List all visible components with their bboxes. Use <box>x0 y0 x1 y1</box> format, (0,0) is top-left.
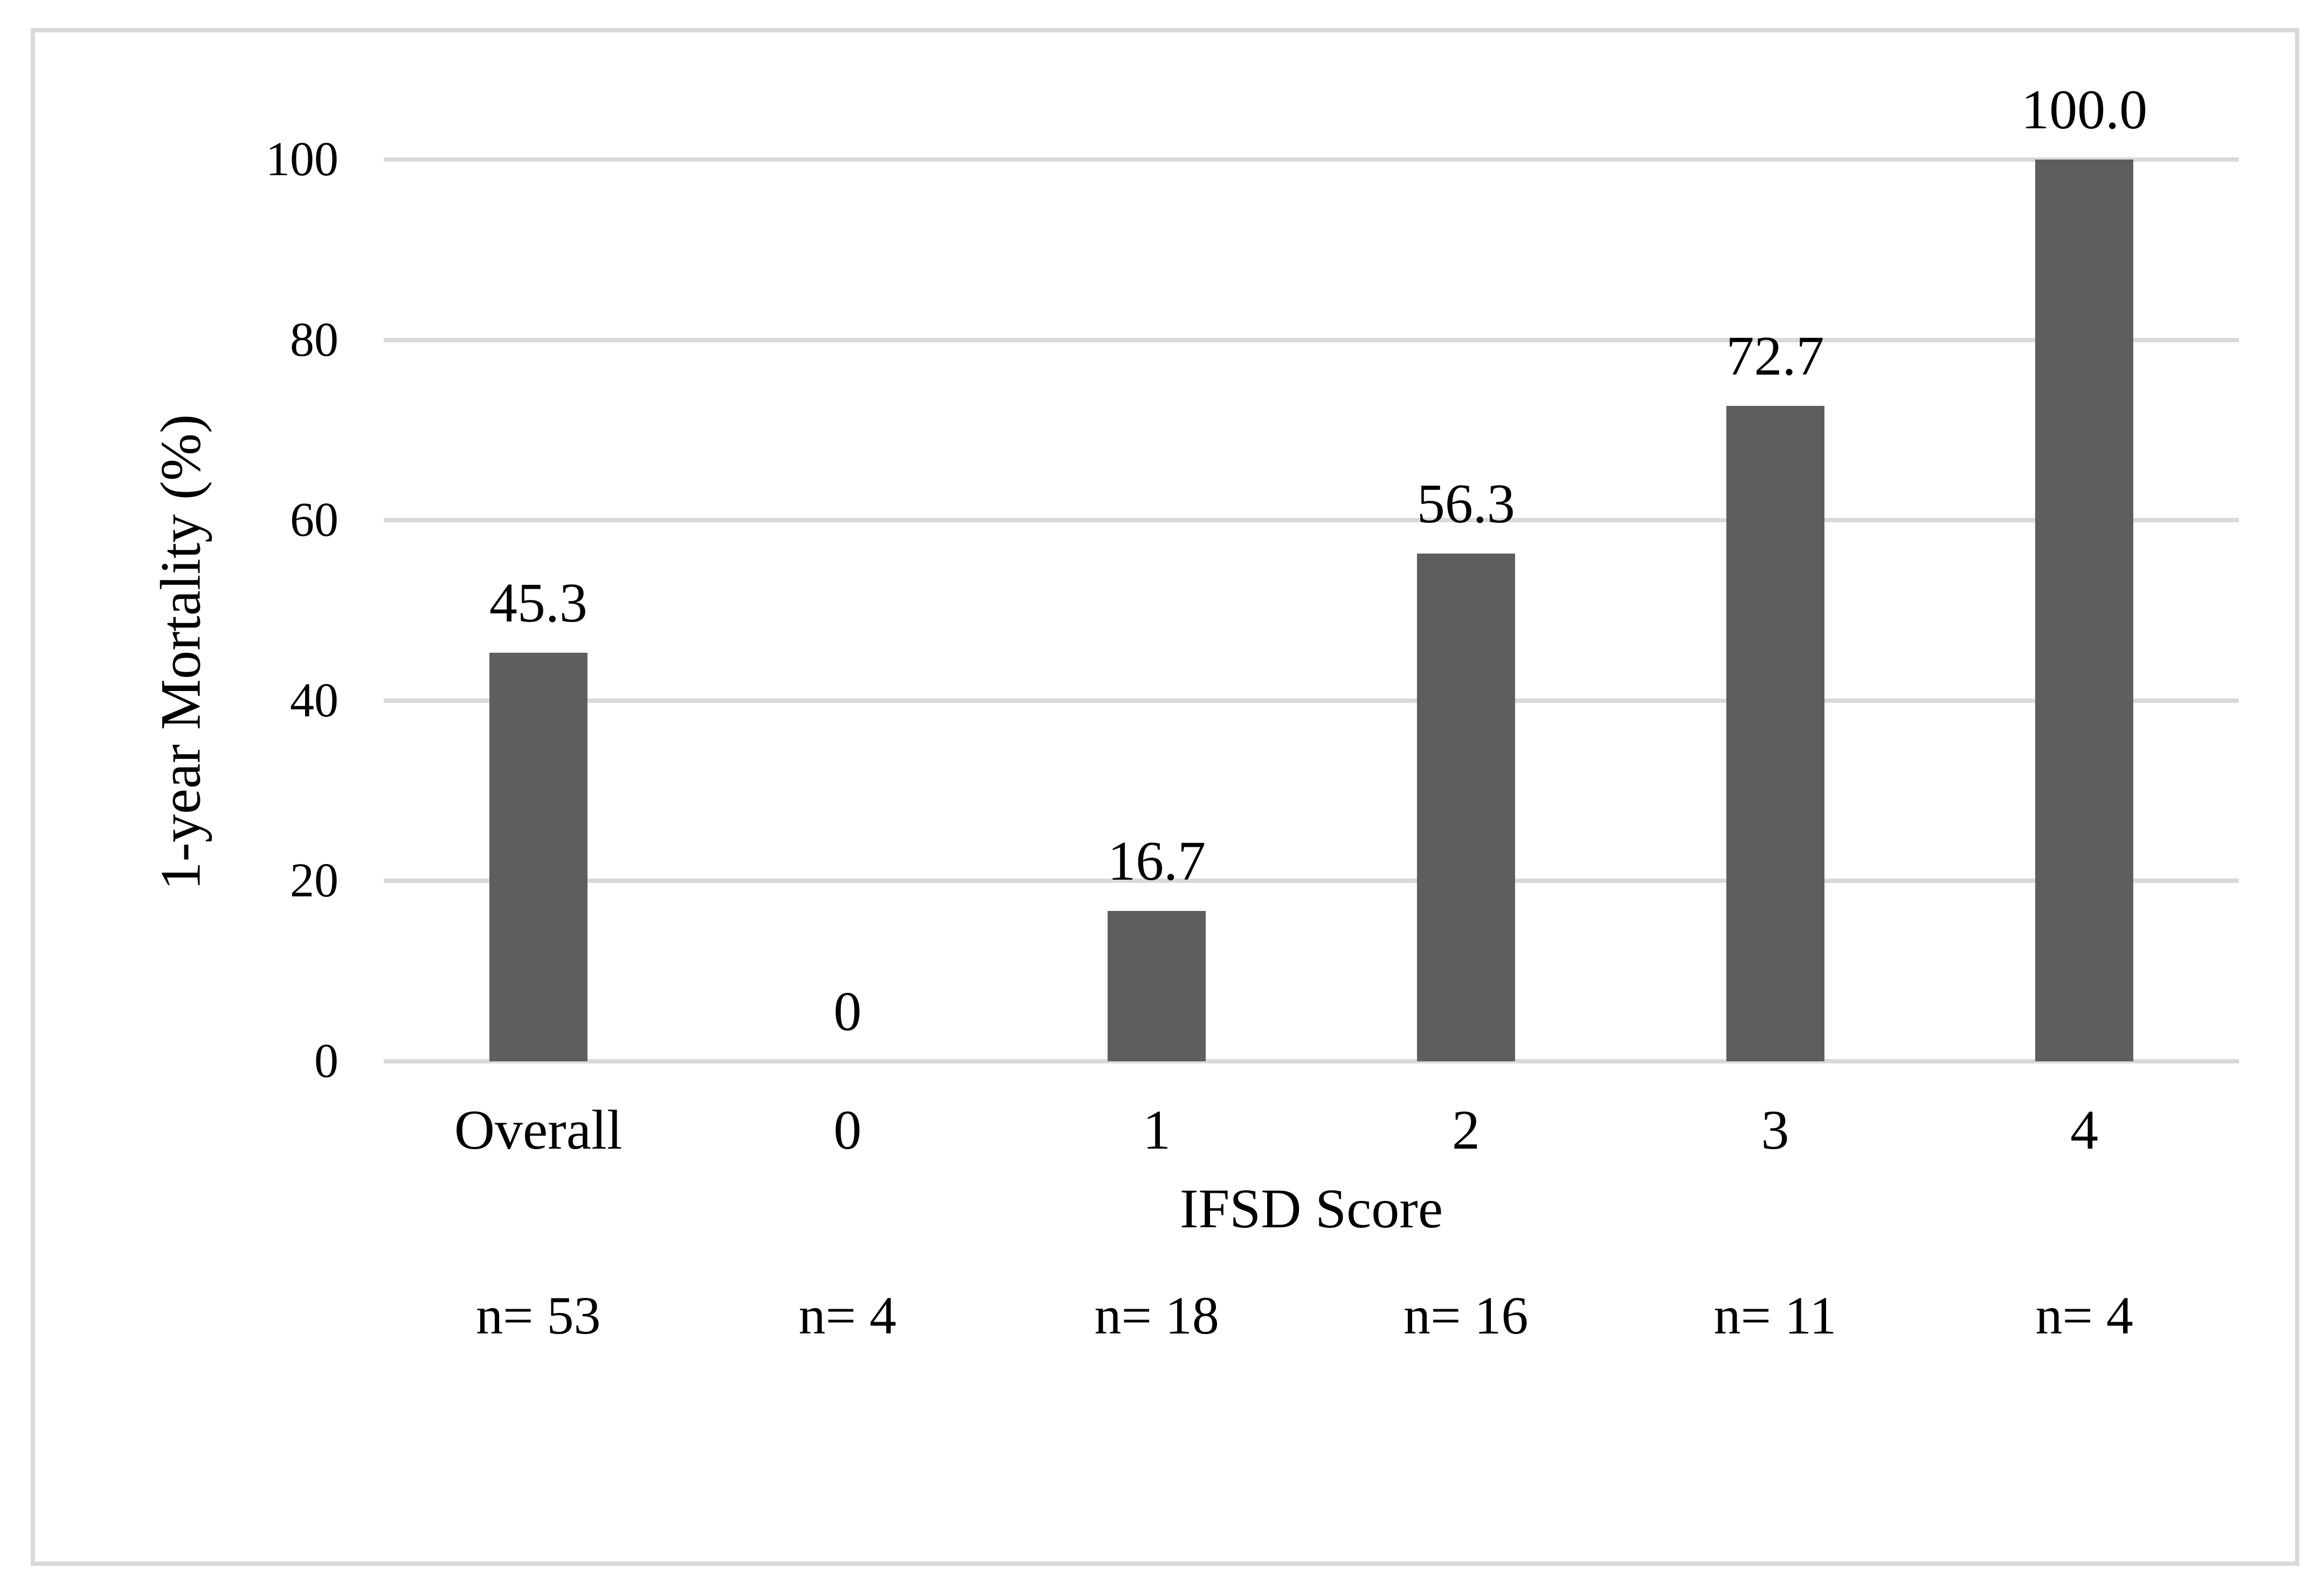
count-label-2: n= 16 <box>1404 1286 1529 1345</box>
chart-frame <box>31 28 2299 1566</box>
count-label-1: n= 18 <box>1094 1286 1219 1345</box>
value-label-4: 100.0 <box>2021 79 2148 141</box>
value-label-2: 56.3 <box>1416 473 1515 535</box>
x-category-0: 0 <box>833 1099 862 1161</box>
y-tick-0: 0 <box>314 1034 338 1088</box>
y-tick-100: 100 <box>266 133 338 186</box>
y-tick-80: 80 <box>290 313 338 367</box>
count-label-Overall: n= 53 <box>476 1286 601 1345</box>
y-tick-60: 60 <box>290 493 338 547</box>
gridline-y-40 <box>384 698 2239 703</box>
y-tick-20: 20 <box>290 854 338 908</box>
y-axis-title: 1-year Mortality (%) <box>149 414 212 890</box>
value-label-Overall: 45.3 <box>489 572 587 634</box>
count-label-4: n= 4 <box>2035 1286 2133 1345</box>
gridline-y-0 <box>384 1059 2239 1063</box>
x-category-Overall: Overall <box>454 1099 623 1161</box>
gridline-y-60 <box>384 518 2239 523</box>
gridline-y-100 <box>384 157 2239 162</box>
bar-Overall <box>489 653 587 1061</box>
gridline-y-20 <box>384 879 2239 883</box>
x-category-2: 2 <box>1451 1099 1480 1161</box>
bar-4 <box>2035 160 2134 1061</box>
x-axis-title: IFSD Score <box>1179 1178 1443 1240</box>
bar-3 <box>1726 405 1824 1061</box>
gridline-y-80 <box>384 337 2239 342</box>
x-category-3: 3 <box>1761 1099 1789 1161</box>
bar-1 <box>1108 910 1206 1061</box>
count-label-3: n= 11 <box>1713 1286 1837 1345</box>
value-label-3: 72.7 <box>1726 324 1824 387</box>
bar-2 <box>1416 554 1515 1061</box>
y-tick-40: 40 <box>290 673 338 727</box>
x-category-4: 4 <box>2070 1099 2099 1161</box>
value-label-1: 16.7 <box>1108 830 1206 892</box>
x-category-1: 1 <box>1143 1099 1171 1161</box>
count-label-0: n= 4 <box>798 1286 897 1345</box>
value-label-0: 0 <box>833 980 862 1042</box>
plot-area <box>384 157 2239 1063</box>
